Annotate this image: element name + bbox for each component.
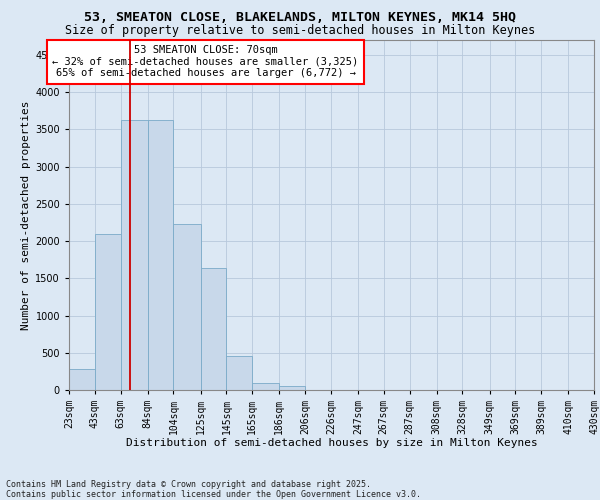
Bar — [200, 268, 226, 390]
Bar — [95, 234, 121, 390]
Bar — [69, 369, 95, 390]
Bar — [173, 224, 200, 390]
Text: 53, SMEATON CLOSE, BLAKELANDS, MILTON KEYNES, MK14 5HQ: 53, SMEATON CLOSE, BLAKELANDS, MILTON KE… — [84, 11, 516, 24]
Text: Contains HM Land Registry data © Crown copyright and database right 2025.
Contai: Contains HM Land Registry data © Crown c… — [6, 480, 421, 499]
Bar — [252, 382, 279, 390]
Bar — [121, 120, 148, 390]
Bar — [226, 356, 252, 390]
Text: Size of property relative to semi-detached houses in Milton Keynes: Size of property relative to semi-detach… — [65, 24, 535, 37]
Bar — [279, 386, 305, 390]
Text: 53 SMEATON CLOSE: 70sqm
← 32% of semi-detached houses are smaller (3,325)
65% of: 53 SMEATON CLOSE: 70sqm ← 32% of semi-de… — [52, 46, 359, 78]
X-axis label: Distribution of semi-detached houses by size in Milton Keynes: Distribution of semi-detached houses by … — [125, 438, 538, 448]
Y-axis label: Number of semi-detached properties: Number of semi-detached properties — [21, 100, 31, 330]
Bar — [148, 120, 173, 390]
